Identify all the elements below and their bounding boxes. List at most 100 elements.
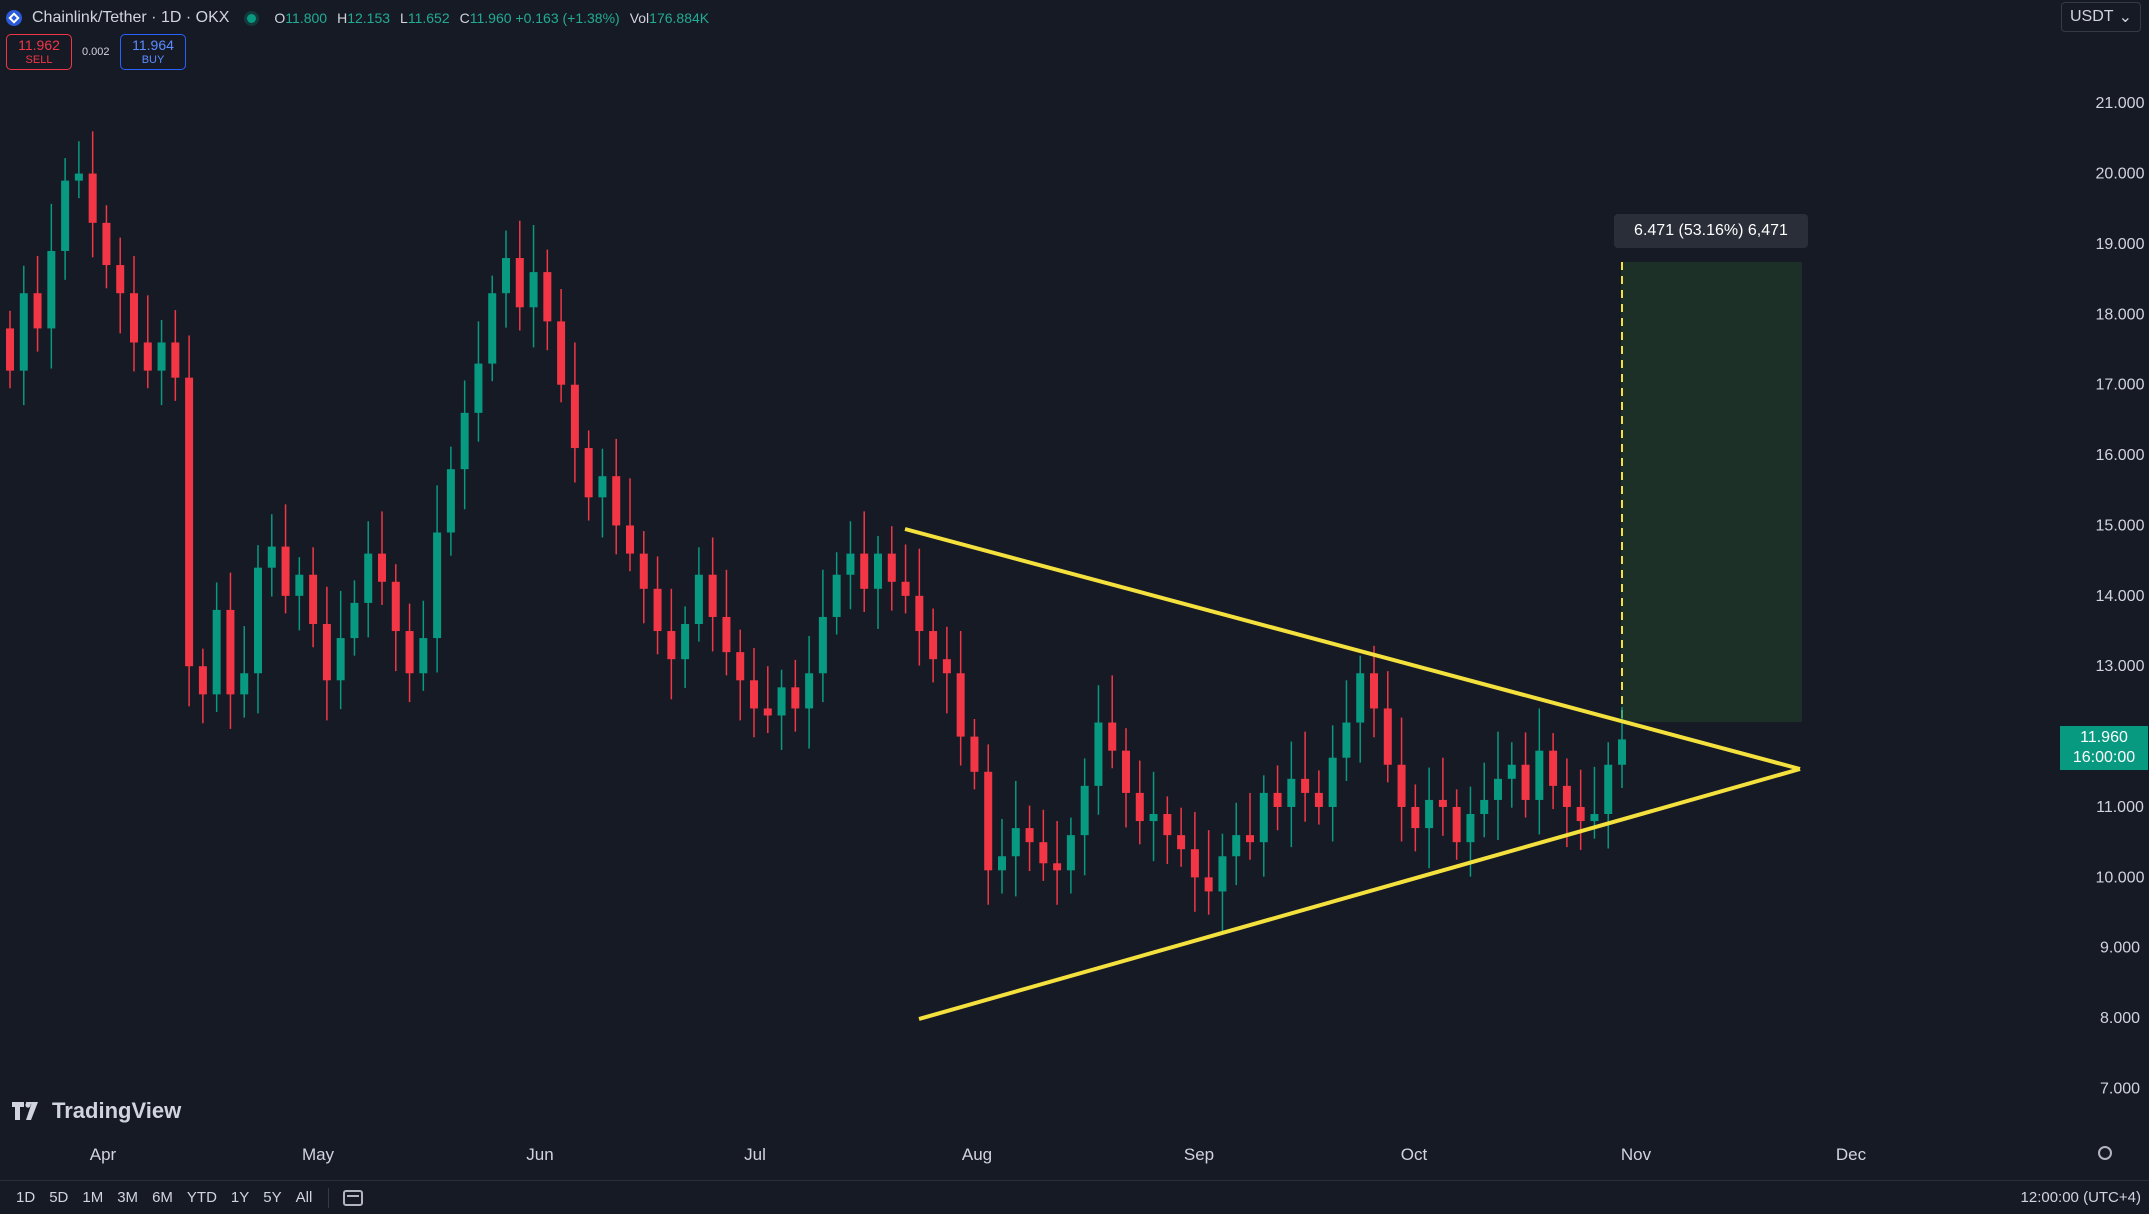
candle-body[interactable] [942,659,951,674]
candle-body[interactable] [254,567,262,674]
candle-body[interactable] [1425,799,1434,829]
lower-trendline[interactable] [918,767,1801,1021]
candle-body[interactable] [336,638,345,681]
measure-zone[interactable] [1621,262,1802,722]
candle-body[interactable] [419,638,428,674]
candle-body[interactable] [391,581,400,632]
candle-body[interactable] [722,616,731,653]
candle-body[interactable] [1025,828,1034,843]
candle-body[interactable] [1383,708,1392,765]
candle-body[interactable] [515,258,524,308]
candle-body[interactable] [405,631,414,674]
candle-body[interactable] [47,250,56,329]
candle-body[interactable] [1066,835,1075,871]
candle-body[interactable] [6,328,14,371]
candle-body[interactable] [226,609,235,695]
candle-body[interactable] [1411,806,1420,829]
candle-body[interactable] [598,476,607,498]
market-status-icon[interactable] [247,13,257,23]
candle-body[interactable] [267,546,276,568]
candle-body[interactable] [61,180,70,251]
calendar-icon[interactable] [343,1189,364,1206]
candle-body[interactable] [488,293,497,364]
candle-body[interactable] [667,631,676,660]
candle-body[interactable] [570,384,579,449]
candle-body[interactable] [116,265,125,294]
candle-body[interactable] [1535,750,1544,800]
timeframe-1d[interactable]: 1D [16,1189,36,1206]
candle-body[interactable] [1438,799,1447,807]
candle-body[interactable] [1094,722,1103,786]
candle-body[interactable] [33,293,42,329]
candle-body[interactable] [653,588,662,632]
candle-body[interactable] [860,553,869,589]
candle-body[interactable] [612,476,621,526]
candle-body[interactable] [1108,722,1117,751]
candle-body[interactable] [198,666,207,695]
candle-body[interactable] [1314,792,1323,807]
candle-body[interactable] [378,553,386,582]
upper-trendline[interactable] [904,527,1801,771]
candle-body[interactable] [1301,778,1310,793]
candle-body[interactable] [763,708,772,716]
candle-body[interactable] [874,553,882,589]
candle-body[interactable] [1604,764,1613,815]
candle-body[interactable] [694,574,703,624]
candle-body[interactable] [281,546,290,596]
settings-icon[interactable] [2098,1146,2112,1160]
candle-body[interactable] [1149,814,1158,822]
candle-body[interactable] [956,673,965,737]
candle-body[interactable] [681,623,690,660]
candle-body[interactable] [998,856,1006,871]
candle-body[interactable] [1011,828,1020,857]
candle-body[interactable] [74,173,83,181]
candle-body[interactable] [1259,792,1268,843]
candle-body[interactable] [929,631,938,660]
buy-button[interactable]: 11.964 BUY [120,34,186,70]
candle-body[interactable] [1342,722,1351,758]
candle-body[interactable] [626,525,634,554]
candle-body[interactable] [1618,739,1626,765]
candle-body[interactable] [791,687,800,709]
candle-body[interactable] [1494,778,1502,800]
candle-body[interactable] [460,412,469,470]
candle-body[interactable] [970,736,979,772]
candle-body[interactable] [433,532,442,639]
candle-body[interactable] [19,293,28,371]
symbol-title[interactable]: Chainlink/Tether · 1D · OKX [32,9,230,26]
candle-body[interactable] [1562,785,1571,807]
candle-body[interactable] [1080,785,1089,836]
candle-body[interactable] [708,574,717,617]
candle-body[interactable] [1328,757,1337,807]
candle-body[interactable] [1466,814,1475,843]
candle-body[interactable] [309,574,318,624]
candle-body[interactable] [818,616,827,674]
candle-body[interactable] [984,771,993,871]
candle-body[interactable] [1232,835,1241,857]
candle-body[interactable] [1397,764,1406,807]
candle-body[interactable] [736,652,745,681]
candle-body[interactable] [639,553,648,589]
timeframe-ytd[interactable]: YTD [186,1189,217,1206]
candle-body[interactable] [88,173,97,223]
candle-body[interactable] [1163,814,1172,836]
candle-body[interactable] [502,258,510,294]
candle-body[interactable] [584,448,593,498]
timeframe-1y[interactable]: 1Y [230,1189,250,1206]
tradingview-logo[interactable]: TradingView [12,1098,181,1124]
candle-body[interactable] [102,222,111,266]
candle-body[interactable] [557,321,566,385]
candle-body[interactable] [915,595,924,632]
candle-body[interactable] [777,687,786,716]
candle-body[interactable] [1549,750,1558,786]
candle-body[interactable] [212,609,221,695]
candle-body[interactable] [364,553,373,603]
candle-body[interactable] [157,342,166,371]
candle-body[interactable] [1287,778,1296,807]
candle-body[interactable] [846,553,855,575]
timeframe-1m[interactable]: 1M [82,1189,104,1206]
candle-body[interactable] [1135,792,1144,822]
candle-body[interactable] [805,673,814,709]
candle-body[interactable] [1507,764,1516,779]
